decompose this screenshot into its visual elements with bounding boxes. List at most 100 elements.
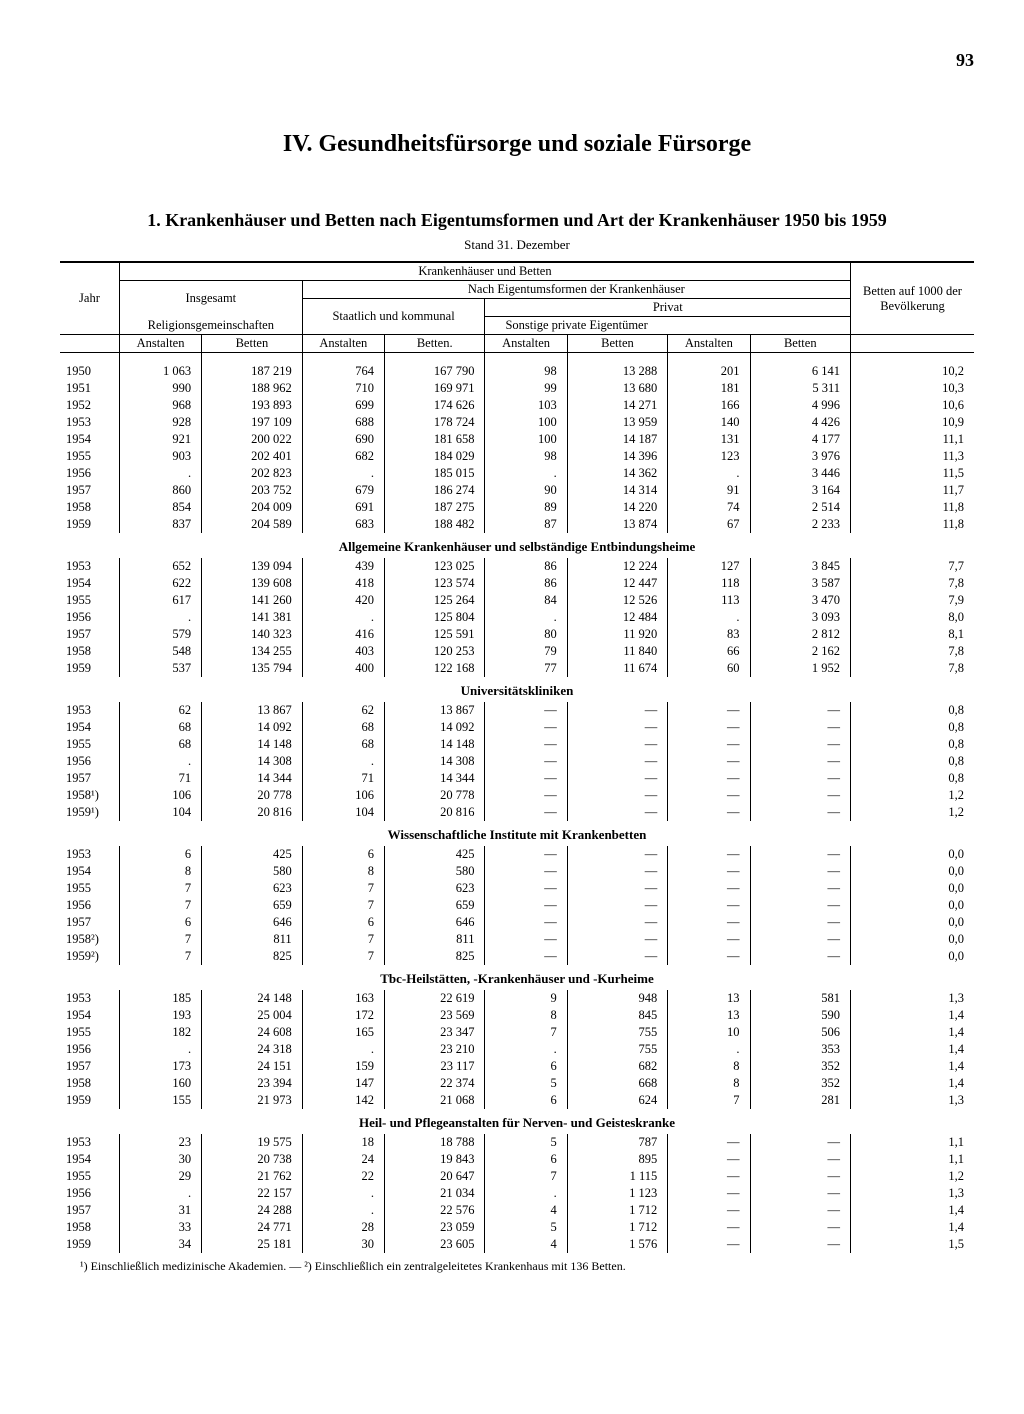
cell-value: 682 xyxy=(302,448,384,465)
cell-value: 14 220 xyxy=(567,499,668,516)
cell-value: 6 141 xyxy=(750,363,851,380)
section-header: Heil- und Pflegeanstalten für Nerven- un… xyxy=(60,1109,974,1134)
cell-year: 1959 xyxy=(60,660,119,677)
table-row: 19501 063187 219764167 7909813 2882016 1… xyxy=(60,363,974,380)
cell-value: 11,8 xyxy=(851,516,974,533)
cell-value: 23 394 xyxy=(202,1075,303,1092)
table-row: 1956.141 381.125 804.12 484.3 0938,0 xyxy=(60,609,974,626)
cell-value: 10,2 xyxy=(851,363,974,380)
cell-value: 579 xyxy=(119,626,201,643)
cell-value: 425 xyxy=(202,846,303,863)
cell-value: 23 210 xyxy=(384,1041,485,1058)
cell-value: — xyxy=(750,1236,851,1253)
cell-value: 7 xyxy=(119,897,201,914)
cell-year: 1954 xyxy=(60,431,119,448)
cell-value: 2 233 xyxy=(750,516,851,533)
hdr-privat: Privat xyxy=(485,299,851,317)
cell-value: 0,0 xyxy=(851,931,974,948)
section-header: Universitätskliniken xyxy=(60,677,974,702)
table-row: 1956.22 157.21 034.1 123——1,3 xyxy=(60,1185,974,1202)
cell-value: . xyxy=(485,465,567,482)
cell-year: 1959¹) xyxy=(60,804,119,821)
cell-value: 160 xyxy=(119,1075,201,1092)
cell-value: 14 362 xyxy=(567,465,668,482)
cell-value: 68 xyxy=(119,736,201,753)
cell-value: 202 823 xyxy=(202,465,303,482)
cell-value: 106 xyxy=(302,787,384,804)
table-row: 1952968193 893699174 62610314 2711664 99… xyxy=(60,397,974,414)
hdr-religion: Religionsgemeinschaften xyxy=(119,317,302,335)
cell-value: 10 xyxy=(668,1024,750,1041)
cell-value: 131 xyxy=(668,431,750,448)
cell-value: 659 xyxy=(202,897,303,914)
cell-value: 24 771 xyxy=(202,1219,303,1236)
table-row: 195485808580————0,0 xyxy=(60,863,974,880)
cell-value: . xyxy=(119,1185,201,1202)
cell-value: 537 xyxy=(119,660,201,677)
cell-value: 104 xyxy=(119,804,201,821)
cell-value: — xyxy=(567,702,668,719)
cell-value: 7 xyxy=(302,897,384,914)
cell-value: 123 025 xyxy=(384,558,485,575)
cell-value: — xyxy=(567,719,668,736)
cell-value: 7,8 xyxy=(851,643,974,660)
cell-value: 173 xyxy=(119,1058,201,1075)
cell-value: 1,3 xyxy=(851,1185,974,1202)
cell-value: 7 xyxy=(119,880,201,897)
cell-year: 1957 xyxy=(60,1058,119,1075)
cell-value: 0,0 xyxy=(851,897,974,914)
cell-value: 22 576 xyxy=(384,1202,485,1219)
cell-year: 1953 xyxy=(60,414,119,431)
cell-value: 0,8 xyxy=(851,719,974,736)
cell-year: 1956 xyxy=(60,609,119,626)
cell-value: 1,2 xyxy=(851,804,974,821)
cell-value: 0,8 xyxy=(851,702,974,719)
cell-year: 1959 xyxy=(60,1092,119,1109)
hdr-anstalten: Anstalten xyxy=(302,335,384,353)
cell-value: 948 xyxy=(567,990,668,1007)
cell-value: 141 381 xyxy=(202,609,303,626)
table-row: 19552921 7622220 64771 115——1,2 xyxy=(60,1168,974,1185)
table-row: 1954921200 022690181 65810014 1871314 17… xyxy=(60,431,974,448)
cell-value: — xyxy=(485,736,567,753)
cell-value: . xyxy=(668,465,750,482)
cell-value: 548 xyxy=(119,643,201,660)
cell-value: 23 347 xyxy=(384,1024,485,1041)
cell-value: 1 952 xyxy=(750,660,851,677)
cell-value: 7 xyxy=(119,931,201,948)
cell-year: 1954 xyxy=(60,863,119,880)
cell-value: 99 xyxy=(485,380,567,397)
cell-value: . xyxy=(119,465,201,482)
cell-value: 7 xyxy=(119,948,201,965)
cell-value: . xyxy=(302,1041,384,1058)
table-row: 1956.14 308.14 308————0,8 xyxy=(60,753,974,770)
cell-year: 1952 xyxy=(60,397,119,414)
cell-value: 710 xyxy=(302,380,384,397)
table-row: 195717324 15115923 117668283521,4 xyxy=(60,1058,974,1075)
hdr-anstalten: Anstalten xyxy=(119,335,201,353)
cell-value: 11 840 xyxy=(567,643,668,660)
cell-year: 1953 xyxy=(60,846,119,863)
cell-value: 7,8 xyxy=(851,660,974,677)
table-row: 1958548134 255403120 2537911 840662 1627… xyxy=(60,643,974,660)
cell-value: 0,8 xyxy=(851,736,974,753)
cell-value: — xyxy=(750,897,851,914)
cell-value: — xyxy=(567,948,668,965)
cell-year: 1953 xyxy=(60,1134,119,1151)
cell-value: — xyxy=(485,897,567,914)
cell-value: — xyxy=(750,1151,851,1168)
cell-value: 14 308 xyxy=(384,753,485,770)
cell-value: — xyxy=(750,914,851,931)
cell-value: 3 446 xyxy=(750,465,851,482)
cell-year: 1958 xyxy=(60,1075,119,1092)
cell-value: 125 264 xyxy=(384,592,485,609)
cell-value: 202 401 xyxy=(202,448,303,465)
cell-value: 646 xyxy=(384,914,485,931)
cell-value: 3 093 xyxy=(750,609,851,626)
cell-value: 20 778 xyxy=(384,787,485,804)
cell-year: 1958 xyxy=(60,499,119,516)
cell-year: 1953 xyxy=(60,990,119,1007)
cell-value: 30 xyxy=(302,1236,384,1253)
cell-value: 425 xyxy=(384,846,485,863)
cell-value: 167 790 xyxy=(384,363,485,380)
